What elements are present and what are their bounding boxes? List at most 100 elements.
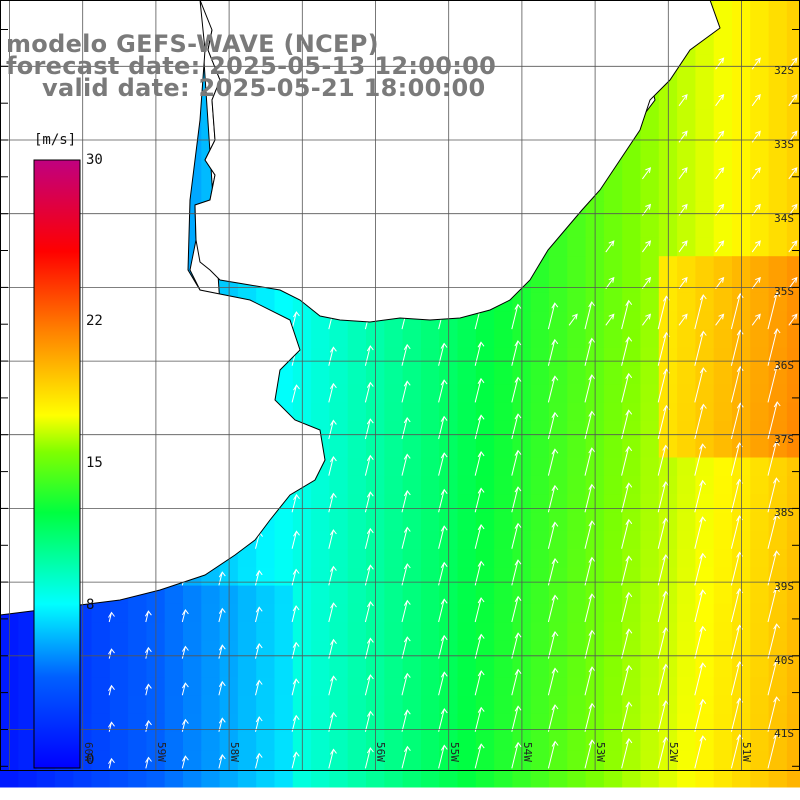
speed-cell <box>768 109 788 129</box>
speed-cell <box>677 347 696 367</box>
speed-cell <box>713 713 733 733</box>
wind-arrow <box>730 365 744 403</box>
speed-cell <box>256 530 276 550</box>
wind-arrow <box>678 276 688 289</box>
speed-cell <box>750 567 770 587</box>
wind-arrow <box>255 752 263 769</box>
speed-cell <box>768 347 788 367</box>
speed-cell <box>530 750 550 770</box>
speed-cell <box>786 439 800 459</box>
speed-cell <box>786 311 800 330</box>
speed-cell <box>347 658 367 678</box>
wind-arrow <box>291 568 300 586</box>
speed-cell <box>786 292 800 312</box>
speed-cell <box>750 91 770 111</box>
wind-arrow <box>401 599 411 623</box>
speed-cell <box>311 658 330 678</box>
colorbar-tick-label: 0 <box>86 752 95 768</box>
speed-cell <box>311 402 330 422</box>
speed-cell <box>750 164 770 184</box>
speed-cell <box>329 732 349 751</box>
speed-cell <box>750 420 770 440</box>
speed-cell <box>622 256 642 276</box>
speed-cell <box>603 640 623 660</box>
speed-cell <box>402 750 422 770</box>
speed-cell <box>494 347 513 367</box>
speed-cell <box>384 732 404 751</box>
speed-cell <box>567 420 587 440</box>
speed-cell <box>475 603 495 623</box>
speed-cell <box>494 567 513 587</box>
speed-cell <box>274 640 294 660</box>
speed-cell <box>567 585 587 605</box>
wind-arrow <box>438 744 448 769</box>
speed-cell <box>494 366 513 385</box>
speed-cell <box>530 366 550 385</box>
wind-arrow <box>715 240 725 253</box>
speed-cell <box>183 585 202 605</box>
speed-cell <box>786 109 800 129</box>
speed-cell <box>786 750 800 770</box>
speed-cell <box>695 146 715 166</box>
speed-cell <box>713 128 733 147</box>
speed-cell <box>530 512 550 532</box>
speed-cell <box>713 567 733 587</box>
wind-arrow <box>401 343 411 366</box>
latitude-label: 38S <box>774 506 794 519</box>
speed-cell <box>91 677 111 696</box>
speed-cell <box>36 768 56 788</box>
speed-cell <box>677 366 696 385</box>
speed-cell <box>713 201 733 221</box>
speed-cell <box>420 530 440 550</box>
speed-cell <box>494 329 513 349</box>
wind-arrow <box>788 57 798 70</box>
speed-cell <box>347 585 367 605</box>
speed-cell <box>128 640 147 660</box>
speed-cell <box>494 768 513 788</box>
wind-arrow <box>145 756 152 769</box>
speed-cell <box>658 768 678 788</box>
speed-cell <box>677 585 696 605</box>
wind-arrow <box>255 679 263 696</box>
speed-cell <box>494 603 513 623</box>
wind-arrow <box>605 240 615 253</box>
speed-cell <box>713 658 733 678</box>
speed-cell <box>457 475 477 495</box>
speed-cell <box>677 530 696 550</box>
speed-cell <box>91 640 111 660</box>
speed-cell <box>530 347 550 367</box>
speed-cell <box>750 366 770 385</box>
speed-cell <box>695 256 715 276</box>
speed-cell <box>768 549 788 568</box>
speed-cell <box>695 384 715 404</box>
wind-arrow <box>291 311 300 330</box>
speed-cell <box>347 567 367 587</box>
latitude-label: 33S <box>774 138 794 151</box>
speed-cell <box>768 640 788 660</box>
speed-cell <box>640 420 660 440</box>
speed-cell <box>494 732 513 751</box>
wind-arrow <box>218 644 226 659</box>
wind-arrow <box>657 481 670 513</box>
wind-arrow <box>511 632 522 659</box>
latitude-label: 36S <box>774 359 794 372</box>
speed-cell <box>640 128 660 147</box>
wind-arrow <box>181 682 189 696</box>
wind-arrow <box>694 589 707 623</box>
longitude-label: 59W <box>155 742 168 762</box>
speed-cell <box>384 347 404 367</box>
speed-cell <box>274 585 294 605</box>
wind-arrow <box>328 382 337 403</box>
speed-cell <box>402 512 422 532</box>
latitude-label: 32S <box>774 64 794 77</box>
speed-cell <box>384 384 404 404</box>
speed-cell <box>311 366 330 385</box>
speed-cell <box>603 713 623 733</box>
speed-cell <box>622 329 642 349</box>
wind-arrow <box>641 276 652 289</box>
speed-cell <box>475 567 495 587</box>
speed-cell <box>695 640 715 660</box>
speed-cell <box>201 713 221 733</box>
speed-cell <box>640 347 660 367</box>
wind-arrow <box>694 516 706 549</box>
